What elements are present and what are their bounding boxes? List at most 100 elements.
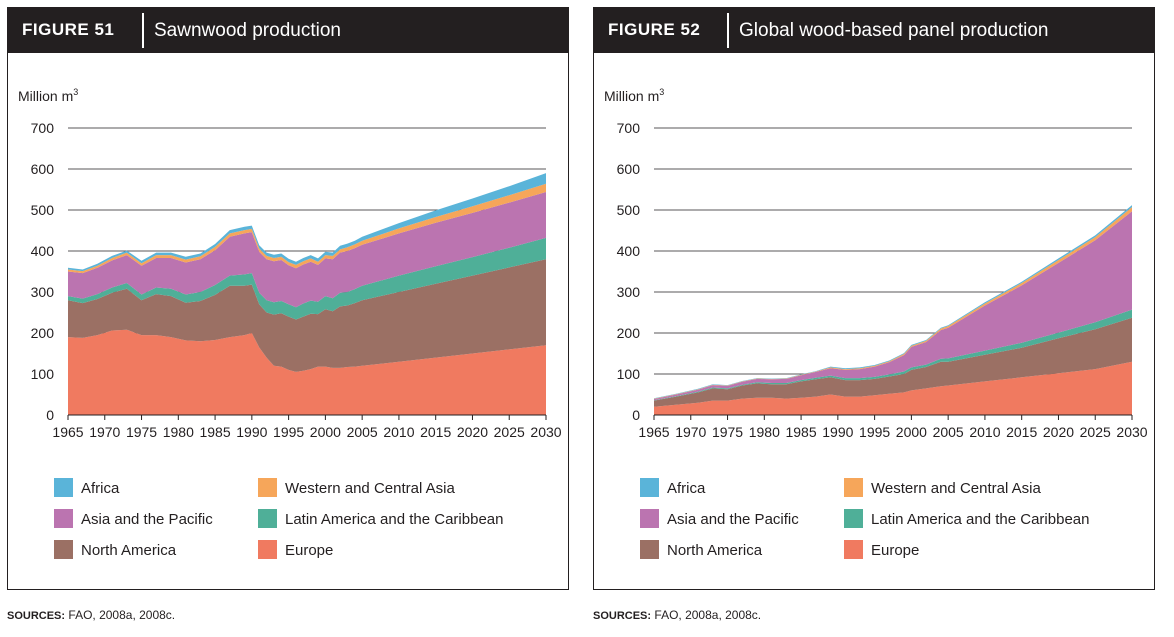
x-tick-label: 1995 [859,424,890,440]
x-tick-label: 1965 [638,424,669,440]
legend-item-africa: Africa [640,478,706,497]
x-tick-label: 2020 [457,424,488,440]
legend-label: Africa [81,480,120,497]
legend-item-europe: Europe [844,540,919,559]
x-tick-label: 1980 [749,424,780,440]
figure-number: FIGURE 51 [22,20,115,39]
source-note: SOURCES: FAO, 2008a, 2008c. [7,608,175,622]
legend-label: Africa [667,480,706,497]
x-tick-label: 1965 [52,424,83,440]
legend-swatch [844,478,863,497]
area-europe [654,361,1132,415]
area-latin-america-and-the-caribbean [68,237,546,320]
source-text: FAO, 2008a, 2008c. [65,608,176,622]
legend-item-western-and-central-asia: Western and Central Asia [258,478,455,497]
x-tick-label: 1985 [199,424,230,440]
figure-51-panel: FIGURE 51 Sawnwood production Million m3… [7,7,569,590]
area-asia-and-the-pacific [68,192,546,308]
legend-swatch [844,509,863,528]
legend-item-europe: Europe [258,540,333,559]
x-tick-label: 2025 [1080,424,1111,440]
y-tick-label: 500 [617,202,641,218]
x-tick-label: 2030 [1116,424,1147,440]
x-tick-label: 2005 [347,424,378,440]
figure-number: FIGURE 52 [608,20,701,39]
source-label: SOURCES: [593,610,652,622]
legend-swatch [258,509,277,528]
y-tick-label: 100 [31,366,55,382]
legend-label: Western and Central Asia [871,480,1041,497]
y-unit-label: Million m3 [604,87,664,104]
legend-item-latin-america-and-the-caribbean: Latin America and the Caribbean [844,509,1089,528]
source-label: SOURCES: [7,610,66,622]
legend-label: Asia and the Pacific [667,511,799,528]
y-tick-label: 500 [31,202,55,218]
x-tick-label: 2015 [420,424,451,440]
y-tick-label: 300 [617,284,641,300]
legend-swatch [844,540,863,559]
legend-swatch [54,540,73,559]
figure-header: FIGURE 51 Sawnwood production [8,8,568,53]
legend-swatch [258,540,277,559]
x-tick-label: 2010 [383,424,414,440]
panel-production-chart: Million m3 0 100 200 300 400 500 600 700 1965 1970… [604,87,1148,559]
y-tick-label: 200 [31,325,55,341]
source-text: FAO, 2008a, 2008c. [651,608,762,622]
legend-item-western-and-central-asia: Western and Central Asia [844,478,1041,497]
figure-header: FIGURE 52 Global wood-based panel produc… [594,8,1154,53]
x-tick-label: 2010 [969,424,1000,440]
header-divider [142,13,144,48]
legend-swatch [640,540,659,559]
legend-swatch [258,478,277,497]
legend-item-latin-america-and-the-caribbean: Latin America and the Caribbean [258,509,503,528]
area-asia-and-the-pacific [654,211,1132,401]
x-tick-label: 2000 [310,424,341,440]
legend-swatch [640,509,659,528]
x-tick-label: 1980 [163,424,194,440]
legend-label: Europe [285,542,333,559]
legend-swatch [54,478,73,497]
x-tick-label: 2015 [1006,424,1037,440]
figure-52-panel: FIGURE 52 Global wood-based panel produc… [593,7,1155,590]
source-note: SOURCES: FAO, 2008a, 2008c. [593,608,761,622]
x-tick-label: 2020 [1043,424,1074,440]
x-tick-label: 1990 [236,424,267,440]
legend-label: Latin America and the Caribbean [285,511,503,528]
y-tick-label: 200 [617,325,641,341]
legend-item-africa: Africa [54,478,120,497]
figure-title: Global wood-based panel production [739,20,1049,41]
y-tick-label: 100 [617,366,641,382]
legend-label: Asia and the Pacific [81,511,213,528]
y-tick-label: 0 [632,407,640,423]
legend-label: North America [81,542,177,559]
x-tick-label: 2025 [494,424,525,440]
y-unit-label: Million m3 [18,87,78,104]
x-tick-label: 2000 [896,424,927,440]
legend-item-asia-and-the-pacific: Asia and the Pacific [54,509,213,528]
y-tick-label: 400 [617,243,641,259]
x-tick-label: 2030 [530,424,561,440]
legend-item-north-america: North America [640,540,763,559]
area-north-america [68,259,546,372]
area-europe [68,329,546,415]
y-tick-label: 0 [46,407,54,423]
legend-label: Western and Central Asia [285,480,455,497]
header-divider [727,13,729,48]
sawnwood-chart: Million m3 0 100 200 300 400 500 600 700 1965 1970… [18,87,562,559]
y-tick-label: 700 [617,120,641,136]
x-tick-label: 1975 [126,424,157,440]
y-tick-label: 700 [31,120,55,136]
x-tick-label: 1990 [822,424,853,440]
y-tick-label: 600 [617,161,641,177]
y-tick-label: 600 [31,161,55,177]
legend-item-north-america: North America [54,540,177,559]
legend-label: Latin America and the Caribbean [871,511,1089,528]
x-tick-label: 1970 [675,424,706,440]
y-tick-label: 400 [31,243,55,259]
legend-swatch [54,509,73,528]
x-tick-label: 1975 [712,424,743,440]
legend-label: Europe [871,542,919,559]
y-tick-label: 300 [31,284,55,300]
legend-swatch [640,478,659,497]
x-tick-label: 1995 [273,424,304,440]
